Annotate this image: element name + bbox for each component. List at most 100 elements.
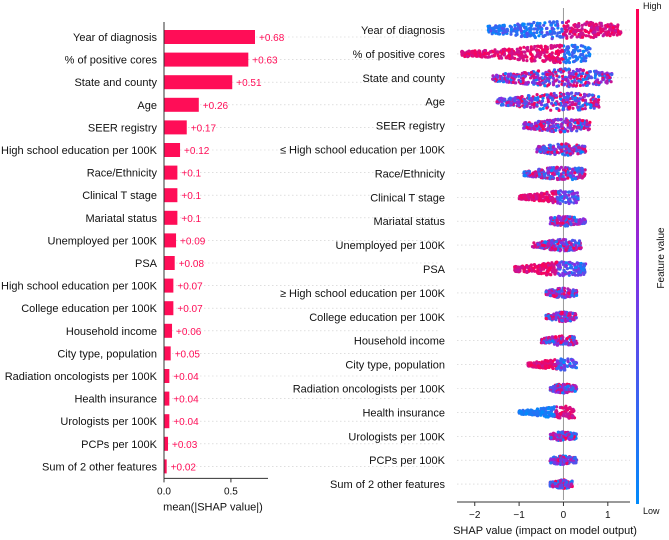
- beeswarm-point: [563, 166, 568, 170]
- beeswarm-point: [545, 106, 549, 110]
- beeswarm-point: [546, 242, 550, 246]
- beeswarm-point: [562, 242, 567, 246]
- beeswarm-point: [556, 430, 560, 434]
- beeswarm-point: [576, 152, 580, 156]
- beeswarm-point: [577, 125, 581, 129]
- beeswarm-point: [585, 83, 589, 87]
- beeswarm-point: [541, 34, 546, 39]
- bar-value-psa: +0.08: [179, 259, 205, 270]
- bar-mariatal-status: [164, 210, 178, 225]
- beeswarm-point: [604, 26, 608, 30]
- bar-value-radiation-oncologists-per-100k: +0.04: [173, 372, 199, 383]
- beeswarm-point: [557, 80, 561, 84]
- beeswarm-point: [558, 45, 562, 49]
- beeswarm-point: [537, 199, 541, 203]
- beeswarm-point: [572, 191, 576, 195]
- beeswarm-row-urologists-per-100k: [548, 430, 578, 442]
- beeswarm-point: [534, 171, 538, 176]
- beeswarm-point: [552, 20, 556, 24]
- beeswarm-label-city-type-population: City type, population: [345, 360, 445, 372]
- beeswarm-point: [552, 172, 557, 177]
- beeswarm-point: [544, 80, 548, 84]
- beeswarm-point: [550, 37, 554, 41]
- beeswarm-point: [491, 50, 495, 54]
- beeswarm-point: [513, 99, 517, 103]
- beeswarm-point: [523, 34, 527, 39]
- beeswarm-point: [554, 247, 558, 251]
- beeswarm-point: [581, 147, 585, 151]
- beeswarm-point: [529, 97, 533, 101]
- beeswarm-point: [548, 316, 552, 320]
- beeswarm-point: [533, 44, 537, 49]
- beeswarm-row-unemployed-per-100k: [530, 237, 583, 253]
- beeswarm-point: [543, 411, 548, 415]
- beeswarm-point: [578, 264, 583, 268]
- beeswarm-point: [544, 58, 548, 62]
- beeswarm-point: [561, 262, 566, 267]
- beeswarm-x-tick-label: −2: [469, 510, 481, 521]
- beeswarm-point: [533, 121, 538, 125]
- beeswarm-point: [552, 263, 556, 267]
- beeswarm-point: [531, 172, 535, 176]
- beeswarm-point: [541, 81, 545, 85]
- beeswarm-point: [522, 22, 526, 26]
- beeswarm-point: [556, 57, 561, 61]
- beeswarm-point: [540, 30, 544, 34]
- beeswarm-point: [581, 98, 585, 102]
- beeswarm-point: [547, 198, 551, 203]
- beeswarm-point: [553, 191, 558, 195]
- beeswarm-row-age: [495, 91, 601, 112]
- beeswarm-point: [555, 219, 559, 223]
- beeswarm-point: [545, 73, 549, 77]
- beeswarm-point: [558, 67, 562, 71]
- beeswarm-point: [513, 23, 517, 28]
- beeswarm-point: [535, 48, 539, 52]
- beeswarm-point: [529, 30, 533, 35]
- beeswarm-point: [579, 59, 583, 64]
- beeswarm-point: [501, 31, 505, 35]
- beeswarm-point: [565, 364, 570, 368]
- beeswarm-point: [578, 83, 583, 88]
- beeswarm-point: [575, 129, 579, 133]
- beeswarm-x-axis-label: SHAP value (impact on model output): [453, 525, 637, 537]
- beeswarm-point: [560, 29, 564, 33]
- beeswarm-point: [543, 84, 547, 88]
- beeswarm-point: [499, 96, 503, 100]
- beeswarm-point: [592, 99, 597, 104]
- bar-high-school-education-per-100k: [164, 143, 181, 157]
- beeswarm-point: [557, 191, 561, 195]
- beeswarm-point: [558, 273, 562, 277]
- beeswarm-point: [566, 271, 571, 275]
- beeswarm-point: [500, 76, 504, 80]
- beeswarm-point: [573, 456, 577, 460]
- bar-label-household-income: Household income: [66, 326, 157, 338]
- beeswarm-point: [561, 35, 565, 39]
- beeswarm-point: [518, 56, 522, 60]
- beeswarm-point: [550, 412, 554, 416]
- beeswarm-point: [550, 241, 554, 245]
- beeswarm-point: [545, 26, 549, 30]
- bar-college-education-per-100k: [164, 301, 174, 316]
- beeswarm-point: [555, 484, 559, 488]
- beeswarm-point: [562, 60, 566, 64]
- beeswarm-point: [522, 50, 526, 54]
- beeswarm-point: [562, 286, 567, 290]
- beeswarm-point: [591, 35, 596, 40]
- beeswarm-point: [529, 52, 533, 56]
- beeswarm-point: [559, 484, 563, 488]
- beeswarm-point: [535, 409, 539, 413]
- beeswarm-point: [556, 264, 560, 268]
- beeswarm-label-age: Age: [425, 97, 445, 109]
- bar-label-pcps-per-100k: PCPs per 100K: [81, 439, 157, 451]
- beeswarm-point: [563, 67, 567, 71]
- beeswarm-point: [525, 265, 529, 269]
- beeswarm-point: [555, 150, 559, 154]
- beeswarm-point: [567, 67, 571, 71]
- beeswarm-point: [585, 102, 589, 106]
- bar-race-ethnicity: [164, 165, 178, 180]
- beeswarm-point: [577, 145, 581, 149]
- beeswarm-point: [554, 240, 559, 244]
- beeswarm-point: [574, 218, 578, 222]
- beeswarm-point: [556, 390, 560, 394]
- beeswarm-point: [581, 35, 585, 39]
